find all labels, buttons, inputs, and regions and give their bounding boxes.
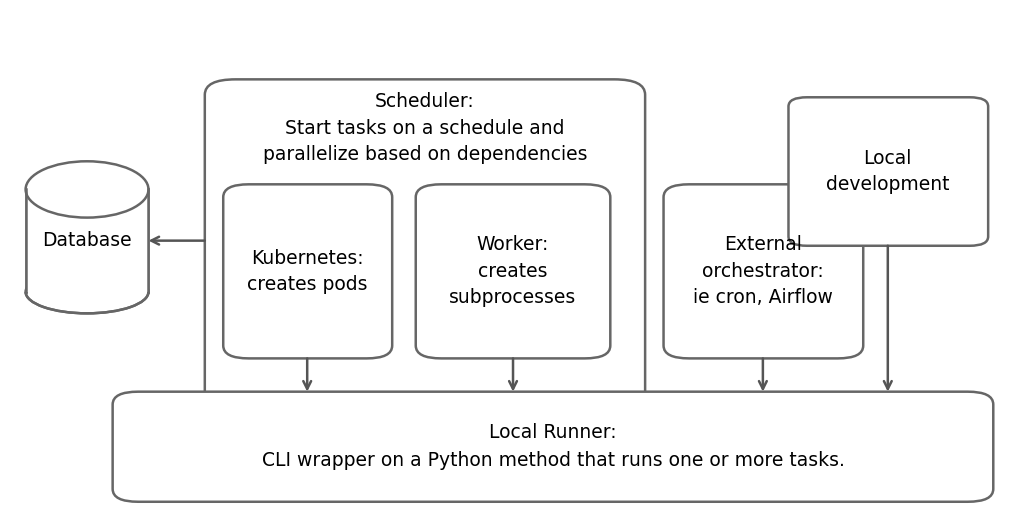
Text: External
orchestrator:
ie cron, Airflow: External orchestrator: ie cron, Airflow (693, 236, 833, 307)
Ellipse shape (26, 270, 148, 313)
FancyBboxPatch shape (113, 392, 993, 502)
FancyBboxPatch shape (223, 184, 392, 358)
Text: Kubernetes:
creates pods: Kubernetes: creates pods (247, 249, 368, 294)
Text: Local
development: Local development (826, 149, 949, 194)
FancyBboxPatch shape (788, 97, 988, 246)
FancyBboxPatch shape (664, 184, 863, 358)
Text: Local Runner:
CLI wrapper on a Python method that runs one or more tasks.: Local Runner: CLI wrapper on a Python me… (261, 423, 845, 471)
Text: Worker:
creates
subprocesses: Worker: creates subprocesses (450, 236, 577, 307)
Bar (26, 189, 148, 292)
Bar (26, 189, 148, 292)
FancyBboxPatch shape (416, 184, 610, 358)
Text: Database: Database (42, 231, 132, 250)
Ellipse shape (26, 161, 148, 218)
FancyBboxPatch shape (205, 79, 645, 448)
Text: Scheduler:
Start tasks on a schedule and
parallelize based on dependencies: Scheduler: Start tasks on a schedule and… (263, 92, 587, 164)
